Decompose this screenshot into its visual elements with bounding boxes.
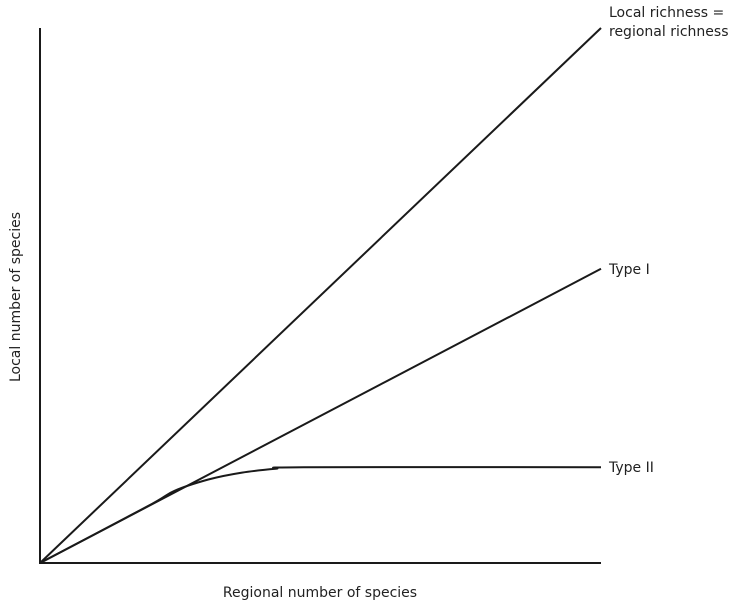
series-line-1 xyxy=(39,27,602,564)
series-label-1: Local richness = regional richness xyxy=(609,5,729,40)
series-label-group: Local richness = regional richness Type I T… xyxy=(608,5,729,476)
series-label-line: regional richness xyxy=(609,24,729,40)
series-label-2: Type I xyxy=(608,262,650,278)
x-axis-label: Regional number of species xyxy=(223,585,417,601)
series-label-line: Type I xyxy=(608,262,650,278)
series-group xyxy=(39,27,602,564)
series-line-3 xyxy=(39,466,602,564)
series-label-3: Type II xyxy=(608,460,654,476)
series-label-line: Local richness = xyxy=(609,5,724,21)
series-label-line: Type II xyxy=(608,460,654,476)
y-axis-label: Local number of species xyxy=(8,212,24,382)
